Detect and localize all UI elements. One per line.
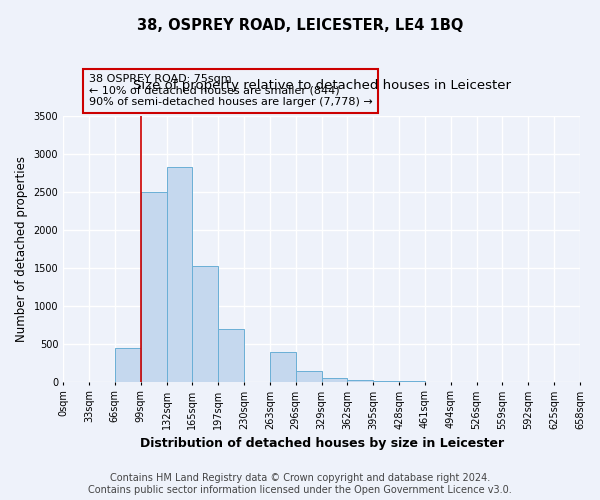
Y-axis label: Number of detached properties: Number of detached properties	[15, 156, 28, 342]
Bar	[347, 380, 373, 382]
Text: 38 OSPREY ROAD: 75sqm
← 10% of detached houses are smaller (844)
90% of semi-det: 38 OSPREY ROAD: 75sqm ← 10% of detached …	[89, 74, 373, 108]
Bar	[140, 192, 167, 382]
Bar	[218, 328, 244, 382]
X-axis label: Distribution of detached houses by size in Leicester: Distribution of detached houses by size …	[140, 437, 503, 450]
Text: Contains HM Land Registry data © Crown copyright and database right 2024.
Contai: Contains HM Land Registry data © Crown c…	[88, 474, 512, 495]
Bar	[296, 371, 322, 382]
Bar	[115, 348, 140, 382]
Bar	[270, 352, 296, 382]
Bar	[193, 266, 218, 382]
Text: 38, OSPREY ROAD, LEICESTER, LE4 1BQ: 38, OSPREY ROAD, LEICESTER, LE4 1BQ	[137, 18, 463, 32]
Bar	[167, 167, 193, 382]
Title: Size of property relative to detached houses in Leicester: Size of property relative to detached ho…	[133, 78, 511, 92]
Bar	[322, 378, 347, 382]
